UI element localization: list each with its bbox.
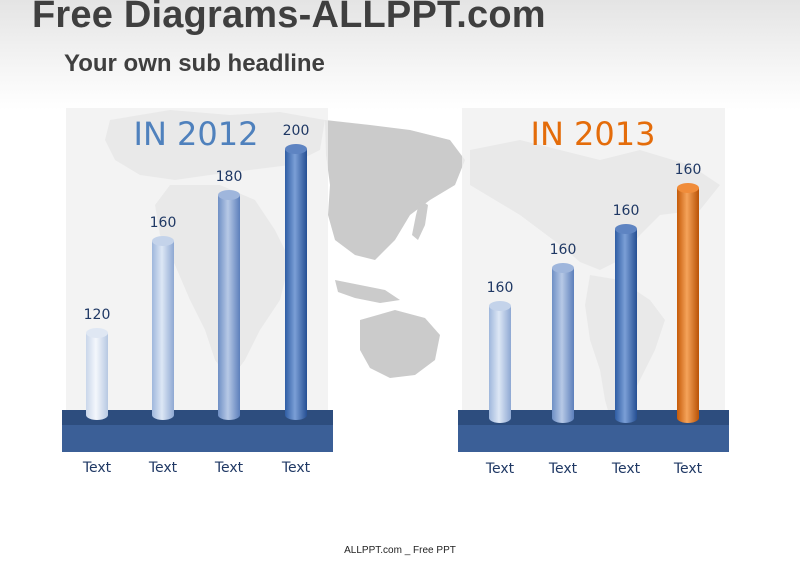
bar-bottom xyxy=(489,413,511,423)
bar-body xyxy=(285,149,307,415)
bar-2012-2 xyxy=(152,236,174,420)
bar-top xyxy=(677,183,699,193)
bar-bottom xyxy=(552,413,574,423)
bar-body xyxy=(615,229,637,418)
bar-top xyxy=(152,236,174,246)
bar-value-label: 160 xyxy=(550,242,577,258)
bar-top xyxy=(489,301,511,311)
chart-base-2012 xyxy=(62,410,333,452)
bar-2013-4 xyxy=(677,183,699,423)
bar-bottom xyxy=(285,410,307,420)
bar-top xyxy=(285,144,307,154)
bar-body xyxy=(218,195,240,415)
bar-2012-3 xyxy=(218,190,240,420)
category-label: Text xyxy=(611,461,641,477)
bar-value-label: 120 xyxy=(84,307,111,323)
bar-value-label: 160 xyxy=(487,280,514,296)
bar-2012-1 xyxy=(86,328,108,420)
bar-bottom xyxy=(677,413,699,423)
bar-top xyxy=(615,224,637,234)
chart-title-2013: IN 2013 xyxy=(531,115,656,153)
bar-bottom xyxy=(615,413,637,423)
bar-bottom xyxy=(218,410,240,420)
bar-2013-2 xyxy=(552,263,574,423)
category-label: Text xyxy=(281,460,311,476)
bar-top xyxy=(552,263,574,273)
category-label: Text xyxy=(82,460,112,476)
bar-value-label: 160 xyxy=(150,215,177,231)
bar-body xyxy=(86,333,108,415)
map-islands xyxy=(335,280,400,303)
category-label: Text xyxy=(148,460,178,476)
bar-top xyxy=(218,190,240,200)
category-label: Text xyxy=(673,461,703,477)
bar-bottom xyxy=(152,410,174,420)
bar-bottom xyxy=(86,410,108,420)
category-label: Text xyxy=(548,461,578,477)
bar-value-label: 160 xyxy=(675,162,702,178)
bar-2012-4 xyxy=(285,144,307,420)
bar-2013-1 xyxy=(489,301,511,423)
bar-value-label: 200 xyxy=(283,123,310,139)
bar-top xyxy=(86,328,108,338)
category-label: Text xyxy=(485,461,515,477)
bars-layer: 120 Text 160 Text 180 Text 200 Text 160 Text 160 Te… xyxy=(82,123,703,477)
footer-text: ALLPPT.com _ Free PPT xyxy=(344,545,456,556)
map-japan xyxy=(412,200,428,240)
bar-2013-3 xyxy=(615,224,637,423)
category-label: Text xyxy=(214,460,244,476)
map-asia xyxy=(325,120,465,260)
page-title: Free Diagrams-ALLPPT.com xyxy=(32,0,546,36)
chart-title-2012: IN 2012 xyxy=(134,115,259,153)
bar-body xyxy=(152,241,174,415)
page-subtitle: Your own sub headline xyxy=(64,50,325,77)
panel-2012 xyxy=(66,108,328,418)
bar-body xyxy=(489,306,511,418)
bar-body xyxy=(677,188,699,418)
map-australia xyxy=(360,310,440,378)
bar-value-label: 180 xyxy=(216,169,243,185)
bar-body xyxy=(552,268,574,418)
chart-base-2013 xyxy=(458,410,729,452)
bar-value-label: 160 xyxy=(613,203,640,219)
